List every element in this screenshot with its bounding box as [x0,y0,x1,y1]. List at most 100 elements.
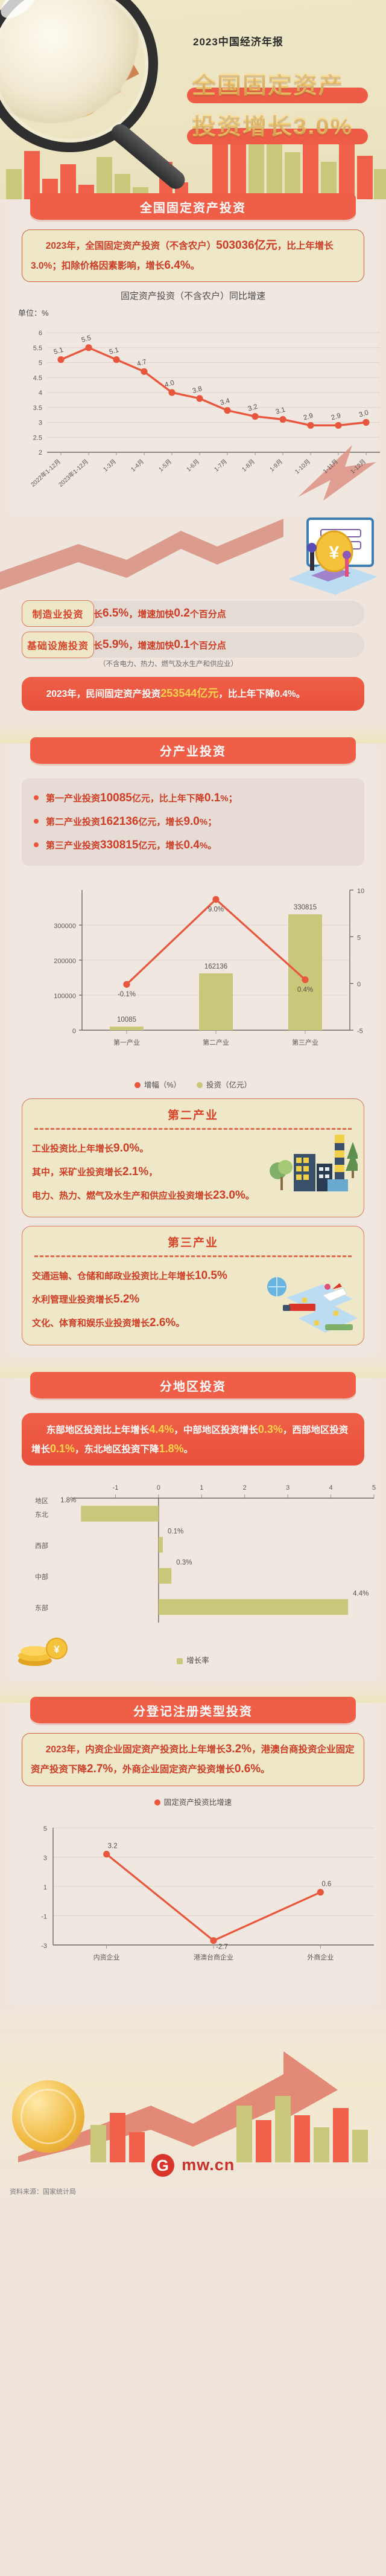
svg-text:330815: 330815 [294,904,317,911]
svg-text:2: 2 [243,1484,247,1491]
footer-arrow-skyline [18,2051,368,2162]
svg-text:港澳台商企业: 港澳台商企业 [194,1953,233,1961]
r-v3: 0.1% [50,1442,75,1455]
svg-text:5: 5 [43,1825,47,1833]
ownership-highlight: 2023年，内资企业固定资产投资比上年增长3.2%，港澳台商投资企业固定资产投资… [22,1733,364,1786]
fai-growth-line-svg: 2 2.5 3 3.5 4 4.5 5 5.5 6 5.1 5.5 5.1 4.7 4.0 3.8 3.4 3.… [29,330,380,501]
hero-title-line-2-wrap: 投资增长3.0% [192,106,353,141]
arrow-laptop-decoration: ¥ [0,513,386,603]
svg-text:100000: 100000 [54,993,76,1000]
svg-text:162136: 162136 [204,963,227,970]
b1-p2: 亿元，比上年下降 [131,793,204,804]
ownership-chart-legend: 固定资产投资比增速 [8,1796,378,1807]
svg-text:-1: -1 [41,1913,47,1920]
svg-text:2: 2 [39,449,42,457]
s2l3a: 电力、热力、燃气及水生产和供应业投资增长 [32,1190,214,1201]
svg-text:-5: -5 [357,1028,363,1035]
s3l2v: 5.2% [113,1293,140,1306]
industry-chart-legend: 增幅（%） 投资（亿元） [8,1078,378,1090]
section-industry-investment: 分产业投资 第一产业投资10085亿元，比上年下降0.1%； 第二产业投资162… [8,737,378,1357]
b1-v2: 0.1 [204,791,221,804]
svg-text:1-4月: 1-4月 [130,458,145,473]
b2-p1: 第二产业投资 [46,816,101,827]
svg-text:外商企业: 外商企业 [307,1953,334,1961]
svg-text:3.8: 3.8 [192,385,203,395]
svg-text:9.0%: 9.0% [208,906,224,913]
legend-label-growth: 增幅（%） [144,1080,182,1089]
ownership-line-svg: -3 -1 1 3 5 3.2 -2.7 0.6 内资企业 港澳台商企业 外商企业 [41,1825,374,1961]
svg-text:5: 5 [39,360,42,367]
svg-text:0: 0 [72,1028,76,1035]
svg-text:1-10月: 1-10月 [294,458,312,476]
svg-text:5.1: 5.1 [109,347,120,356]
s2l1b: 。 [139,1143,149,1154]
svg-text:2.9: 2.9 [303,412,314,422]
r-p1: 东部地区投资比上年增长 [46,1425,150,1436]
svg-text:东部: 东部 [35,1604,48,1612]
s2l3b: 。 [245,1190,255,1201]
legend-dot-growth [134,1082,141,1089]
section-ownership-investment: 分登记注册类型投资 2023年，内资企业固定资产投资比上年增长3.2%，港澳台商… [8,1697,378,2005]
b2-v1: 162136 [100,815,139,828]
svg-text:2.9: 2.9 [331,412,342,422]
svg-text:3: 3 [39,420,42,427]
tertiary-line-1: 交通运输、仓储和邮政业投资比上年增长10.5% [32,1264,354,1288]
region-chart-legend: 增长率 [8,1654,378,1665]
logo-text: mw.cn [182,2156,235,2174]
site-logo[interactable]: G mw.cn [0,2153,386,2177]
zigzag-arrow-icon [0,519,283,591]
s3l3v: 2.6% [150,1316,176,1330]
svg-text:6: 6 [39,330,42,337]
b1-p3: %； [220,793,238,804]
section-1-title: 全国固定资产投资 [30,193,356,220]
priv-v1: 253544亿元 [160,687,219,700]
b3-v1: 330815 [100,838,139,851]
infrastructure-note: （不含电力、热力、燃气及水生产和供应业） [99,661,238,668]
r-p3: ，西部地区投资增长 [31,1425,349,1455]
secondary-industry-card: 第二产业 工业投资比上年增长9.0%。 其中，采矿业投资增长2.1%， [22,1098,364,1218]
svg-text:0.3%: 0.3% [176,1559,192,1566]
section-4-title: 分登记注册类型投资 [30,1697,356,1724]
svg-text:1-6月: 1-6月 [185,458,201,473]
line-chart-title: 固定资产投资（不含农户）同比增速 [120,291,265,302]
r-v4: 1.8% [159,1442,184,1455]
s1-hl-v2: 6.4% [164,258,191,272]
secondary-line-3: 电力、热力、燃气及水生产和供应业投资增长23.0%。 [32,1184,354,1208]
svg-text:-0.1%: -0.1% [118,991,136,998]
svg-text:3: 3 [43,1854,47,1862]
mfg-v1: 6.5% [103,607,129,620]
r-p5: 。 [183,1444,194,1455]
b3-v2: 0.4 [183,838,200,851]
b2-v2: 9.0 [183,815,200,828]
industry-combo-svg: 0 100000 200000 300000 -5 0 5 10 10085 162136 3308… [54,888,364,1046]
legend-dot-fai-growth [154,1799,160,1806]
o-p1: 2023年，内资企业固定资产投资比上年增长 [45,1745,226,1755]
b1-p1: 第一产业投资 [46,793,101,804]
svg-text:3.0: 3.0 [358,409,370,419]
svg-text:-1: -1 [113,1484,119,1491]
svg-text:¥: ¥ [54,1644,60,1655]
svg-text:3.1: 3.1 [275,406,286,416]
mfg-v2: 0.2 [174,607,190,620]
svg-text:4: 4 [329,1484,333,1491]
svg-text:1: 1 [200,1484,203,1491]
secondary-divider [34,1127,352,1130]
s3l1v: 10.5% [195,1269,227,1283]
industry-bullets: 第一产业投资10085亿元，比上年下降0.1%； 第二产业投资162136亿元，… [22,778,364,866]
s2l1a: 工业投资比上年增长 [32,1143,114,1154]
fai-growth-line-chart: 2 2.5 3 3.5 4 4.5 5 5.5 6 5.1 5.5 5.1 4.7 4.0 3.8 3.4 3.… [14,324,380,505]
legend-label-growth-rate: 增长率 [186,1656,209,1665]
section-2-title: 分产业投资 [30,737,356,764]
s3l3a: 文化、体育和娱乐业投资增长 [32,1318,150,1329]
priv-p1: 2023年，民间固定资产投资 [46,689,161,700]
industry-combo-chart: 0 100000 200000 300000 -5 0 5 10 10085 162136 3308… [14,872,372,1077]
mfg-c: 个百分点 [189,609,226,620]
source-note: 资料来源：国家统计局 [10,2188,76,2196]
section-regional-investment: 分地区投资 东部地区投资比上年增长4.4%，中部地区投资增长0.3%，西部地区投… [8,1372,378,1682]
svg-text:1-5月: 1-5月 [157,458,173,473]
svg-text:4.5: 4.5 [33,375,42,382]
footer: G mw.cn 资料来源：国家统计局 [0,2005,386,2205]
s2l2v: 2.1% [122,1165,149,1178]
